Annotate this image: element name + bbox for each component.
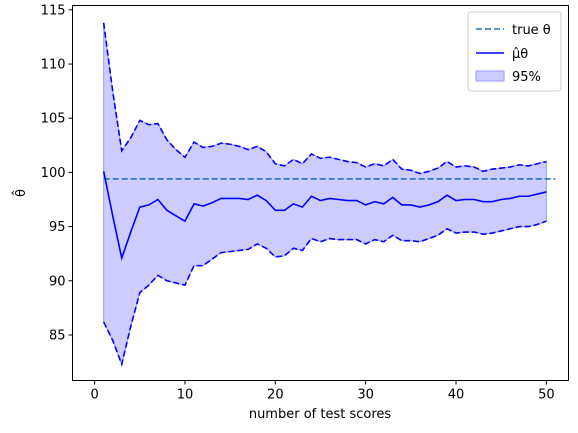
y-tick-label: 105: [41, 112, 66, 127]
y-tick-label: 95: [49, 220, 66, 235]
x-tick-label: 30: [357, 388, 374, 403]
y-axis: 85 90 95 100 105 110 115: [41, 3, 73, 343]
y-axis-label: θ̂: [12, 189, 29, 197]
x-axis: 0 10 20 30 40 50: [90, 380, 555, 403]
lower-bound-line: [102, 220, 547, 367]
x-tick-label: 40: [448, 388, 465, 403]
legend: true θ μ̂θ 95%: [467, 11, 562, 92]
legend-true-theta-label: true θ: [512, 23, 551, 38]
axes-frame: [72, 5, 569, 381]
y-tick-label: 85: [49, 328, 66, 343]
upper-bound-line: [102, 22, 547, 175]
estimate-line: [102, 171, 547, 261]
x-tick-label: 10: [177, 388, 194, 403]
plot-area: [102, 22, 556, 367]
legend-band-swatch: [475, 70, 505, 82]
x-tick-label: 20: [267, 388, 284, 403]
x-tick-label: 50: [538, 388, 555, 403]
legend-band-label: 95%: [512, 70, 541, 85]
y-tick-label: 115: [41, 3, 66, 18]
y-tick-label: 110: [41, 58, 66, 73]
x-tick-label: 0: [90, 388, 98, 403]
y-tick-label: 100: [41, 166, 66, 181]
legend-estimate-label: μ̂θ: [512, 47, 528, 62]
x-axis-label: number of test scores: [249, 407, 392, 422]
y-tick-label: 90: [49, 274, 66, 289]
